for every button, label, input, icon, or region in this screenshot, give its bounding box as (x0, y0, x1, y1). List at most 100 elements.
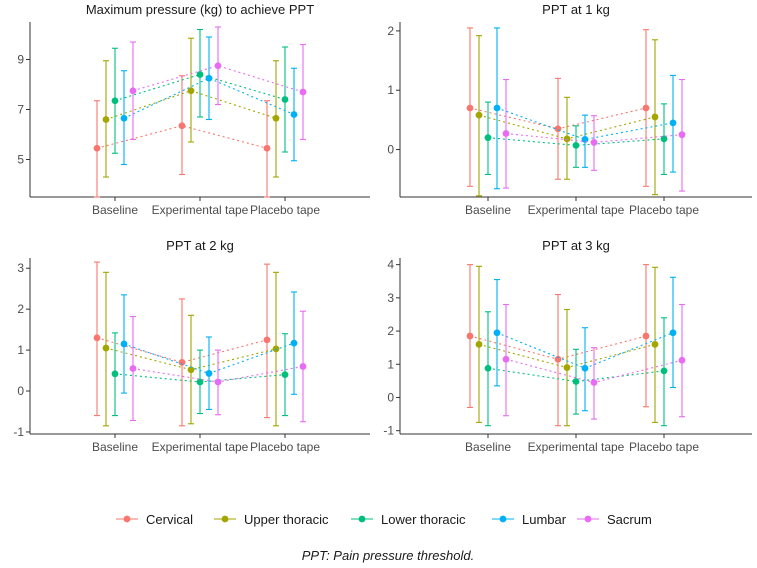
data-point (196, 71, 204, 78)
data-point (466, 332, 474, 340)
data-point (572, 378, 580, 385)
data-point (178, 358, 186, 366)
data-point (590, 139, 598, 146)
data-point (678, 131, 686, 139)
series-cervical (93, 261, 271, 427)
series-lumbar (120, 291, 298, 410)
panel-title: PPT at 2 kg (166, 238, 234, 253)
data-point (563, 364, 571, 371)
data-point (669, 119, 677, 127)
data-point (187, 366, 195, 374)
series-lower-thoracic (111, 28, 289, 154)
data-point (484, 364, 492, 372)
data-point (187, 87, 195, 95)
data-point (466, 104, 474, 112)
caption: PPT: Pain pressure threshold. (302, 548, 474, 563)
x-tick-label: Experimental tape (152, 203, 249, 217)
legend-item-lumbar: Lumbar (492, 512, 567, 527)
data-point (102, 116, 110, 123)
data-point (493, 329, 501, 337)
data-point (502, 355, 510, 363)
data-point (93, 144, 101, 152)
x-tick-label: Placebo tape (250, 203, 320, 217)
data-point (669, 329, 677, 337)
x-tick-label: Baseline (465, 440, 511, 454)
series-cervical (93, 75, 271, 198)
x-tick-label: Placebo tape (629, 440, 699, 454)
data-point (129, 365, 137, 372)
x-tick-label: Placebo tape (250, 440, 320, 454)
y-tick-label: 5 (17, 153, 24, 167)
series-line (96, 125, 268, 149)
data-point (120, 114, 128, 122)
data-point (299, 88, 307, 96)
legend-item-cervical: Cervical (116, 512, 193, 527)
series-sacrum (129, 26, 307, 141)
legend-label-sacrum: Sacrum (607, 512, 652, 527)
data-point (178, 122, 186, 130)
data-point (214, 378, 222, 386)
data-point (475, 340, 483, 348)
x-tick-label: Placebo tape (629, 203, 699, 217)
panel-2: PPT at 1 kg 0 1 2 Baseline Experimental tape P… (387, 2, 752, 217)
x-tick-label: Experimental tape (528, 440, 625, 454)
legend-item-upper-thoracic: Upper thoracic (214, 512, 329, 527)
data-point (660, 135, 668, 143)
data-point (493, 104, 501, 112)
data-point (272, 345, 280, 353)
legend: Cervical Upper thoracic Lower thoracic L… (116, 512, 652, 527)
data-point (263, 144, 271, 152)
y-tick-label: 9 (17, 53, 24, 67)
y-tick-label: 0 (387, 143, 394, 157)
series-upper-thoracic (102, 271, 280, 427)
data-point (475, 111, 483, 119)
data-point (196, 378, 204, 386)
series-lumbar (493, 27, 677, 190)
data-point (563, 135, 571, 143)
y-tick-label: 2 (387, 24, 394, 38)
y-tick-label: 3 (17, 261, 24, 275)
data-point (129, 87, 137, 95)
y-tick-label: 4 (387, 258, 394, 272)
series-line (123, 77, 295, 119)
panel-1: Maximum pressure (kg) to achieve PPT 5 7 9 B… (17, 2, 370, 217)
data-point (299, 363, 307, 370)
y-tick-label: 7 (17, 103, 24, 117)
y-tick-label: -1 (13, 425, 24, 439)
legend-label-lower-thoracic: Lower thoracic (381, 512, 466, 527)
panel-3: PPT at 2 kg -1 0 1 2 3 Baseline Experimental ta… (13, 238, 370, 454)
legend-label-cervical: Cervical (146, 512, 193, 527)
data-point (205, 74, 213, 82)
series-line (105, 347, 277, 371)
x-tick-label: Experimental tape (528, 203, 625, 217)
series-sacrum (502, 303, 686, 420)
data-point (281, 96, 289, 103)
data-point (554, 125, 562, 133)
legend-item-lower-thoracic: Lower thoracic (351, 512, 466, 527)
data-point (120, 340, 128, 348)
y-tick-label: 1 (387, 357, 394, 371)
panel-title: PPT at 3 kg (542, 238, 610, 253)
y-tick-label: -1 (383, 424, 394, 438)
series-upper-thoracic (102, 37, 280, 178)
data-point (660, 367, 668, 375)
data-point (678, 356, 686, 364)
series-line (123, 342, 295, 375)
data-point (102, 344, 110, 352)
y-tick-label: 2 (387, 324, 394, 338)
series-cervical (466, 264, 650, 427)
panels: Maximum pressure (kg) to achieve PPT 5 7 9 B… (13, 2, 752, 454)
legend-item-sacrum: Sacrum (577, 512, 652, 527)
x-tick-label: Baseline (92, 203, 138, 217)
data-point (502, 130, 510, 137)
y-tick-label: 1 (17, 343, 24, 357)
data-point (651, 340, 659, 348)
data-point (572, 141, 580, 149)
legend-label-lumbar: Lumbar (522, 512, 567, 527)
data-point (93, 334, 101, 342)
data-point (111, 97, 119, 105)
data-point (642, 104, 650, 112)
data-point (590, 379, 598, 386)
series-upper-thoracic (475, 265, 659, 427)
